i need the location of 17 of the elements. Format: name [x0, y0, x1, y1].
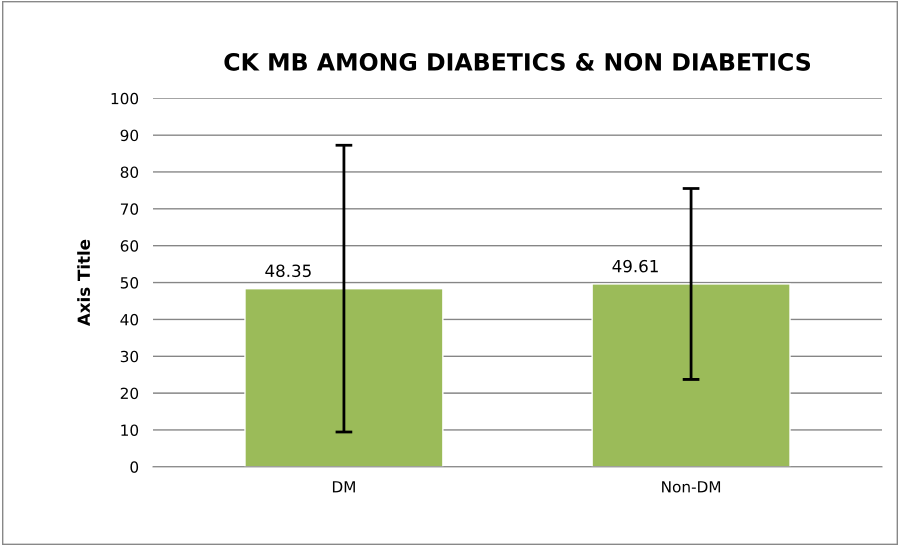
y-tick-label: 70: [120, 203, 138, 215]
y-tick-label: 40: [120, 314, 138, 326]
data-label: 49.61: [612, 260, 658, 272]
y-tick-label: 50: [120, 277, 138, 289]
y-tick-label: 0: [130, 461, 138, 473]
y-tick-label: 60: [120, 240, 138, 252]
data-label: 48.35: [265, 264, 311, 278]
x-tick-label: Non-DM: [662, 481, 720, 493]
y-tick-label: 100: [112, 92, 138, 104]
chart-title: CK MB AMONG DIABETICS & NON DIABETICS: [224, 52, 810, 71]
x-tick-label: DM: [332, 481, 355, 492]
y-tick-label: 80: [120, 166, 138, 178]
y-tick-label: 30: [120, 350, 138, 362]
y-axis-title: Axis Title: [77, 240, 90, 326]
y-tick-label: 10: [121, 424, 138, 436]
y-tick-label: 20: [120, 388, 138, 400]
y-tick-label: 90: [120, 130, 138, 142]
